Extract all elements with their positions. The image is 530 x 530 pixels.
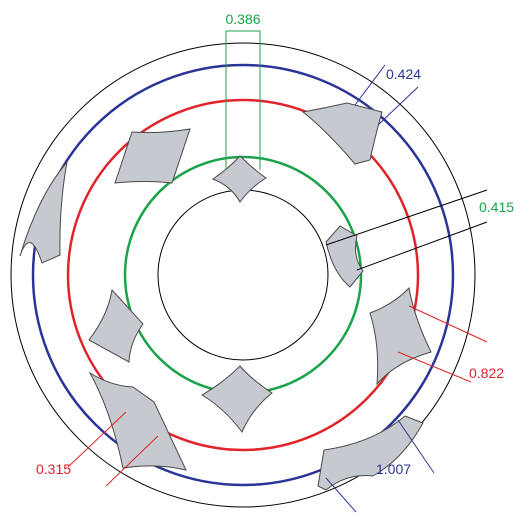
label-red-bottom: 0.315 — [36, 461, 71, 477]
blue-circle — [31, 63, 455, 487]
piece-top-inner — [211, 155, 267, 203]
piece-bottom-left — [88, 371, 187, 471]
piece-top-right — [301, 102, 383, 165]
dim-line-red-right-lower — [397, 351, 472, 383]
label-blue-bottom: 1.007 — [376, 461, 411, 477]
piece-right-outer — [369, 286, 432, 386]
piece-right-inner — [325, 225, 364, 288]
dim-line-green-right-lower — [356, 221, 488, 271]
red-circle — [66, 98, 420, 452]
dim-line-blue-top-lower — [377, 86, 419, 126]
label-blue-top: 0.424 — [386, 66, 421, 82]
label-red-right: 0.822 — [469, 365, 504, 381]
piece-bottom-inner — [201, 365, 273, 433]
dim-line-green-right-upper — [325, 189, 488, 246]
dim-line-red-bottom-left — [67, 411, 127, 468]
piece-top-left — [114, 128, 191, 184]
outer-circle — [10, 42, 476, 508]
dim-line-blue-bottom-inner — [325, 477, 357, 513]
inner-circle — [157, 189, 329, 361]
piece-left-inner — [88, 288, 144, 363]
piece-left-outer — [19, 160, 68, 264]
dim-line-red-right-upper — [408, 305, 488, 343]
dim-line-blue-bottom-outer — [397, 419, 435, 474]
label-green-top: 0.386 — [225, 11, 260, 27]
dim-line-red-bottom-right — [105, 435, 159, 487]
dim-line-blue-top-upper — [354, 64, 386, 106]
piece-bottom-right — [317, 415, 424, 491]
label-green-right: 0.415 — [479, 199, 514, 215]
